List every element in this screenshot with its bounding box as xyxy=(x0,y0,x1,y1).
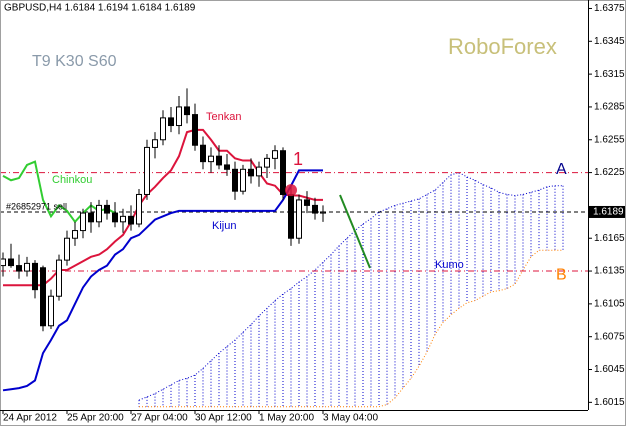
candle-body xyxy=(216,155,222,166)
candle-body xyxy=(232,168,238,192)
y-tick-label: 1.6375 xyxy=(594,3,625,14)
plot-area xyxy=(1,88,588,408)
candle-body xyxy=(16,265,22,272)
candle-body xyxy=(80,212,86,232)
y-tick-label: 1.6105 xyxy=(594,299,625,310)
candle-body xyxy=(8,258,14,267)
signal-label: 1 xyxy=(293,149,303,169)
candle-body xyxy=(296,199,302,239)
candle-body xyxy=(312,204,318,214)
last-price-box xyxy=(589,205,625,218)
candle-body xyxy=(72,230,78,239)
candle-body xyxy=(24,262,30,272)
candle-body xyxy=(160,117,166,141)
watermark: RoboForex xyxy=(448,34,557,59)
kijun-label: Kijun xyxy=(212,220,236,232)
x-tick-label: 25 Apr 20:00 xyxy=(67,413,124,424)
candle-body xyxy=(280,150,286,195)
tenkan-label: Tenkan xyxy=(206,111,241,123)
candle-body xyxy=(288,193,294,239)
candle-body xyxy=(136,193,142,225)
arrow-line xyxy=(339,194,371,269)
x-tick-label: 24 Apr 2012 xyxy=(3,413,57,424)
candle-body xyxy=(184,106,190,116)
y-tick-label: 1.6255 xyxy=(594,134,625,145)
x-tick-label: 30 Apr 12:00 xyxy=(195,413,252,424)
settings-label: T9 K30 S60 xyxy=(32,53,117,70)
x-tick-label: 27 Apr 04:00 xyxy=(131,413,188,424)
y-tick-label: 1.6345 xyxy=(594,36,625,47)
candle-body xyxy=(120,215,126,223)
chart-header: GBPUSD,H4 1.6184 1.6194 1.6184 1.6189 xyxy=(4,3,196,14)
candle-body xyxy=(264,157,270,168)
x-tick-label: 1 May 20:00 xyxy=(259,413,314,424)
candle-body xyxy=(88,212,94,223)
y-tick-label: 1.6165 xyxy=(594,233,625,244)
candle-body xyxy=(128,215,134,225)
candle-body xyxy=(144,146,150,195)
level-label: A xyxy=(556,161,567,178)
kumo-label: Kumo xyxy=(435,259,464,271)
candle-body xyxy=(176,106,182,127)
candle-body xyxy=(104,204,110,214)
candle-body xyxy=(304,199,310,206)
span-a xyxy=(138,172,563,401)
candle-body xyxy=(224,164,230,170)
last-price-label: 1.6189 xyxy=(593,207,624,218)
candle-body xyxy=(56,259,62,297)
y-tick-label: 1.6285 xyxy=(594,102,625,113)
axes: 1.6015 1.6045 1.6075 1.6105 1.6135 1.6165 1.62… xyxy=(2,3,625,424)
candle-body xyxy=(208,155,214,163)
y-tick-label: 1.6225 xyxy=(594,167,625,178)
candle-body xyxy=(40,267,46,327)
candle-body xyxy=(96,204,102,223)
level-label: B xyxy=(556,266,567,283)
chinkou-label: Chinkou xyxy=(52,174,92,186)
y-tick-label: 1.6135 xyxy=(594,266,625,277)
candle-body xyxy=(1,258,6,267)
candle-body xyxy=(112,212,118,223)
signal-marker xyxy=(285,184,297,197)
y-tick-label: 1.6075 xyxy=(594,331,625,342)
candle-body xyxy=(192,114,198,146)
y-tick-label: 1.6315 xyxy=(594,69,625,80)
candle-body xyxy=(152,139,158,148)
candle-body xyxy=(248,168,254,177)
candle-body xyxy=(272,150,278,159)
candle-body xyxy=(64,237,70,261)
candle-body xyxy=(320,211,326,214)
candle-body xyxy=(240,168,246,192)
candle-body xyxy=(200,144,206,163)
order-label: #26852971 sell xyxy=(6,201,67,211)
x-tick-label: 3 May 04:00 xyxy=(323,413,378,424)
candle-body xyxy=(48,295,54,327)
y-tick-label: 1.6045 xyxy=(594,364,625,375)
candle-body xyxy=(168,117,174,127)
candle-body xyxy=(32,262,38,291)
candle-body xyxy=(256,166,262,177)
indicator-line xyxy=(2,169,323,392)
y-tick-label: 1.6015 xyxy=(594,397,625,408)
